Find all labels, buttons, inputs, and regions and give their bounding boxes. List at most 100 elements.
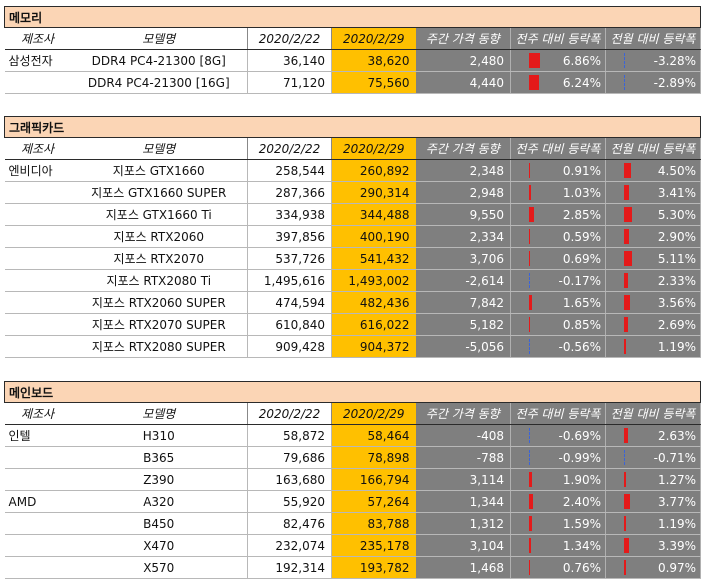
weekly-rate-cell: -0.17%: [510, 269, 606, 292]
column-header-curr-date: 2020/2/29: [331, 137, 416, 160]
model-cell: 지포스 RTX2060: [70, 225, 248, 248]
change-percent: 1.34%: [562, 538, 601, 553]
column-header-weekly-rate: 전주 대비 등락폭: [510, 137, 606, 160]
current-price-cell: 400,190: [331, 225, 416, 248]
weekly-diff-cell: -5,056: [415, 335, 511, 358]
monthly-rate-cell: 2.90%: [605, 225, 702, 248]
section-title: 메인보드: [3, 381, 702, 403]
change-percent: 0.59%: [562, 229, 601, 244]
model-cell: 지포스 RTX2060 SUPER: [70, 291, 248, 314]
change-bar: [624, 163, 631, 178]
table-row: B450 82,476 83,788 1,312 1.59% 1.19%: [4, 512, 702, 535]
prev-price-cell: 58,872: [247, 424, 332, 447]
weekly-rate-cell: 2.40%: [510, 490, 606, 513]
current-price-cell: 260,892: [331, 159, 416, 182]
change-percent: 0.91%: [562, 163, 601, 178]
column-header-prev-date: 2020/2/22: [247, 402, 332, 425]
change-percent: -0.71%: [653, 450, 697, 465]
monthly-rate-cell: 5.30%: [605, 203, 702, 226]
change-percent: -0.99%: [558, 450, 601, 465]
column-header-prev-date: 2020/2/22: [247, 137, 332, 160]
change-bar: [624, 251, 632, 266]
table-row: 삼성전자 DDR4 PC4-21300 [8G] 36,140 38,620 2,480…: [4, 49, 702, 72]
change-bar: [529, 163, 530, 178]
current-price-cell: 38,620: [331, 49, 416, 72]
table-row: 지포스 RTX2080 SUPER 909,428 904,372 -5,056 -0.…: [4, 335, 702, 358]
monthly-rate-cell: 2.63%: [605, 424, 702, 447]
prev-price-cell: 71,120: [247, 71, 332, 94]
maker-cell: [4, 556, 71, 579]
model-cell: DDR4 PC4-21300 [8G]: [70, 49, 248, 72]
weekly-rate-cell: 1.03%: [510, 181, 606, 204]
change-bar: [624, 450, 625, 465]
maker-cell: [4, 446, 71, 469]
change-percent: 5.30%: [657, 207, 697, 222]
column-header-monthly-rate: 전월 대비 등락폭: [605, 27, 702, 50]
change-bar: [529, 317, 530, 332]
change-percent: 2.69%: [657, 317, 697, 332]
model-cell: 지포스 RTX2070 SUPER: [70, 313, 248, 336]
column-header-curr-date: 2020/2/29: [331, 27, 416, 50]
change-bar: [624, 472, 626, 487]
prev-price-cell: 537,726: [247, 247, 332, 270]
weekly-rate-cell: 1.65%: [510, 291, 606, 314]
change-percent: 1.90%: [562, 472, 601, 487]
change-percent: -0.69%: [558, 428, 601, 443]
weekly-rate-cell: 6.86%: [510, 49, 606, 72]
mainboard-section: 메인보드 제조사 모델명 2020/2/22 2020/2/29 주간 가격 동향 전주 대…: [3, 381, 702, 579]
model-cell: Z390: [70, 468, 248, 491]
change-bar: [624, 428, 628, 443]
change-bar: [529, 207, 534, 222]
change-percent: 4.50%: [657, 163, 697, 178]
change-bar: [529, 229, 530, 244]
weekly-diff-cell: 7,842: [415, 291, 511, 314]
column-header-curr-date: 2020/2/29: [331, 402, 416, 425]
current-price-cell: 344,488: [331, 203, 416, 226]
change-bar: [529, 295, 532, 310]
maker-cell: [4, 335, 71, 358]
change-percent: -0.56%: [558, 339, 601, 354]
model-cell: 지포스 RTX2070: [70, 247, 248, 270]
prev-price-cell: 397,856: [247, 225, 332, 248]
prev-price-cell: 55,920: [247, 490, 332, 513]
table-row: DDR4 PC4-21300 [16G] 71,120 75,560 4,440 6.2…: [4, 71, 702, 94]
change-percent: 0.85%: [562, 317, 601, 332]
change-percent: -0.17%: [558, 273, 601, 288]
monthly-rate-cell: 1.27%: [605, 468, 702, 491]
column-header-maker: 제조사: [4, 402, 71, 425]
weekly-rate-cell: 1.90%: [510, 468, 606, 491]
change-percent: -2.89%: [653, 75, 697, 90]
maker-cell: [4, 225, 71, 248]
change-bar: [529, 494, 533, 509]
table-row: 지포스 GTX1660 Ti 334,938 344,488 9,550 2.85% 5.…: [4, 203, 702, 226]
prev-price-cell: 192,314: [247, 556, 332, 579]
monthly-rate-cell: 2.69%: [605, 313, 702, 336]
prev-price-cell: 258,544: [247, 159, 332, 182]
current-price-cell: 541,432: [331, 247, 416, 270]
memory-section: 메모리 제조사 모델명 2020/2/22 2020/2/29 주간 가격 동향 전주 대비…: [3, 6, 702, 94]
model-cell: X570: [70, 556, 248, 579]
weekly-diff-cell: 5,182: [415, 313, 511, 336]
prev-price-cell: 474,594: [247, 291, 332, 314]
table-row: AMD A320 55,920 57,264 1,344 2.40% 3.77%: [4, 490, 702, 513]
change-percent: 3.56%: [657, 295, 697, 310]
monthly-rate-cell: 3.39%: [605, 534, 702, 557]
price-table: 그래픽카드 제조사 모델명 2020/2/22 2020/2/29 주간 가격 동향 전주 …: [3, 116, 702, 358]
current-price-cell: 616,022: [331, 313, 416, 336]
weekly-diff-cell: 9,550: [415, 203, 511, 226]
maker-cell: [4, 291, 71, 314]
header-row: 제조사 모델명 2020/2/22 2020/2/29 주간 가격 동향 전주 대비 등락…: [4, 137, 702, 160]
monthly-rate-cell: 3.41%: [605, 181, 702, 204]
column-header-prev-date: 2020/2/22: [247, 27, 332, 50]
table-row: Z390 163,680 166,794 3,114 1.90% 1.27%: [4, 468, 702, 491]
change-bar: [624, 207, 632, 222]
weekly-rate-cell: -0.69%: [510, 424, 606, 447]
weekly-rate-cell: 6.24%: [510, 71, 606, 94]
monthly-rate-cell: 2.33%: [605, 269, 702, 292]
column-header-weekly-rate: 전주 대비 등락폭: [510, 402, 606, 425]
column-header-model: 모델명: [70, 27, 248, 50]
prev-price-cell: 334,938: [247, 203, 332, 226]
prev-price-cell: 610,840: [247, 313, 332, 336]
change-percent: 3.39%: [657, 538, 697, 553]
change-percent: 2.63%: [657, 428, 697, 443]
